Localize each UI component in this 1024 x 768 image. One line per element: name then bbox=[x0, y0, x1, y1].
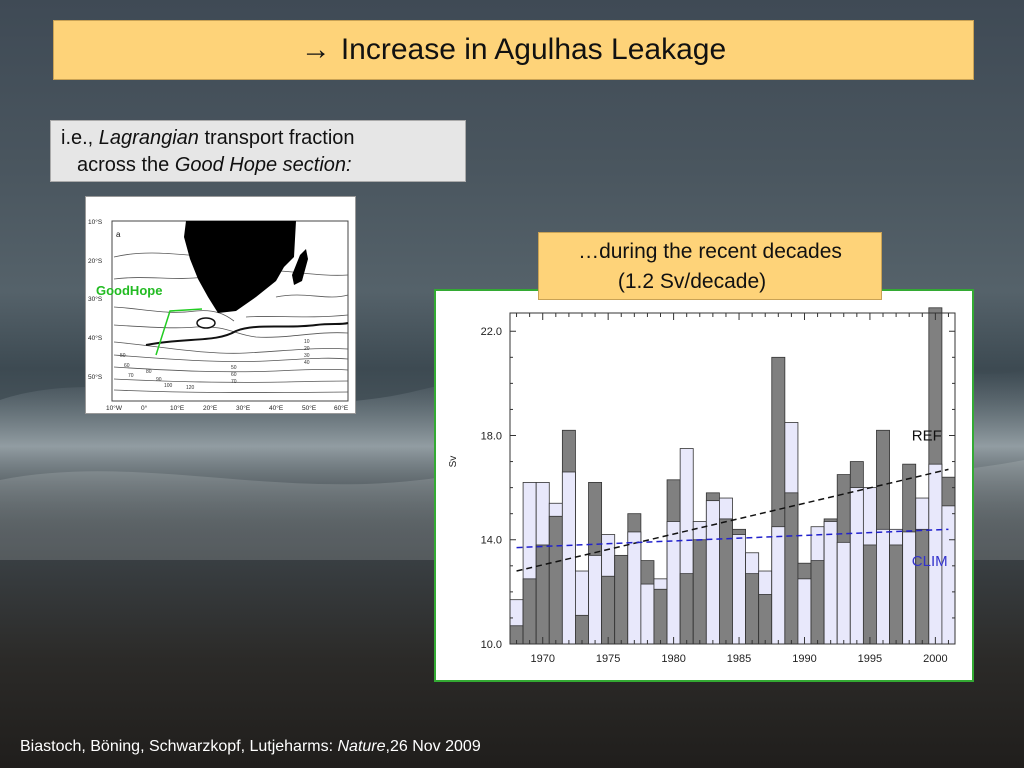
trend-line-clim bbox=[516, 528, 949, 549]
bar-ref bbox=[601, 575, 616, 645]
plot-frame bbox=[509, 312, 956, 645]
bar-ref bbox=[653, 588, 668, 645]
lon-label: 60°E bbox=[334, 404, 349, 412]
goodhope-label: GoodHope bbox=[96, 283, 162, 298]
legend-clim-label: CLIM bbox=[912, 553, 948, 570]
lat-label: 30°S bbox=[88, 295, 103, 303]
goodhope-section-line bbox=[155, 308, 203, 356]
contour-label: 100 bbox=[164, 383, 173, 389]
lat-label: 40°S bbox=[88, 334, 103, 342]
lon-label: 10°W bbox=[106, 404, 123, 412]
callout-line1: …during the recent decades bbox=[578, 240, 842, 263]
bar-ref bbox=[522, 578, 537, 645]
contour-label: 20 bbox=[304, 346, 310, 352]
bar-ref bbox=[575, 614, 589, 645]
citation-date: ,26 Nov 2009 bbox=[385, 738, 481, 755]
contour-label: 90 bbox=[156, 377, 162, 383]
contour-label: 50 bbox=[231, 365, 237, 371]
x-tick-label: 1980 bbox=[661, 653, 685, 665]
lon-label: 30°E bbox=[236, 404, 251, 412]
map-figure: 10°S 20°S 30°S 40°S 50°S 10°W 0° 10°E 20… bbox=[85, 196, 356, 414]
lat-label: 50°S bbox=[88, 373, 103, 381]
lon-label: 10°E bbox=[170, 404, 185, 412]
subtitle-italic-goodhope: Good Hope section: bbox=[174, 154, 352, 176]
bar-ref bbox=[889, 544, 904, 645]
bar-clim bbox=[666, 521, 681, 645]
bar-ref bbox=[535, 544, 550, 645]
citation-authors: Biastoch, Böning, Schwarzkopf, Lutjeharm… bbox=[20, 738, 338, 755]
y-axis-label: Sv bbox=[448, 456, 459, 468]
contour-label: 50 bbox=[120, 353, 126, 359]
trend-line-ref bbox=[516, 468, 949, 572]
lat-label: 20°S bbox=[88, 257, 103, 265]
subtitle-line2: across the Good Hope section: bbox=[61, 152, 455, 179]
bar-ref bbox=[784, 492, 799, 645]
bar-ref bbox=[692, 539, 707, 645]
contour-label: 60 bbox=[124, 363, 130, 369]
citation-footer: Biastoch, Böning, Schwarzkopf, Lutjeharm… bbox=[20, 738, 481, 756]
y-tick-label: 14.0 bbox=[481, 535, 502, 547]
lat-label: 10°S bbox=[88, 218, 103, 226]
legend-ref-label: REF bbox=[912, 428, 942, 445]
contour-label: 70 bbox=[231, 379, 237, 385]
contour-label: 120 bbox=[186, 385, 195, 391]
slide-title-bar: → Increase in Agulhas Leakage bbox=[53, 20, 974, 80]
contour-label: 10 bbox=[304, 339, 310, 345]
x-tick-label: 2000 bbox=[923, 653, 947, 665]
bar-ref bbox=[719, 518, 733, 645]
contour-label: 40 bbox=[304, 360, 310, 366]
map-svg: 10°S 20°S 30°S 40°S 50°S 10°W 0° 10°E 20… bbox=[88, 218, 349, 412]
bar-clim bbox=[732, 534, 746, 645]
lon-label: 20°E bbox=[203, 404, 218, 412]
bar-clim bbox=[823, 521, 838, 645]
x-tick-label: 1995 bbox=[858, 653, 882, 665]
bar-ref bbox=[862, 544, 877, 645]
bar-clim bbox=[836, 541, 851, 645]
bar-ref bbox=[915, 528, 930, 645]
bar-ref bbox=[548, 515, 563, 645]
bar-clim bbox=[627, 531, 642, 645]
contour-label: 80 bbox=[146, 369, 152, 375]
subtitle-mid: transport fraction bbox=[198, 127, 355, 149]
lon-label: 50°E bbox=[302, 404, 317, 412]
bar-clim bbox=[771, 526, 786, 645]
subtitle-italic-lagrangian: Lagrangian bbox=[98, 127, 199, 149]
bar-clim bbox=[640, 583, 655, 645]
y-tick-label: 22.0 bbox=[481, 326, 502, 338]
subtitle-line2-prefix: across the bbox=[77, 154, 175, 176]
bar-clim bbox=[902, 531, 917, 645]
contour-label: 70 bbox=[128, 373, 134, 379]
bar-clim bbox=[705, 500, 720, 645]
bar-clim bbox=[588, 554, 603, 645]
y-tick-label: 18.0 bbox=[481, 430, 502, 442]
bar-chart: 10.0 14.0 18.0 22.0 1970 1975 1980 1985 1990 1995… bbox=[448, 307, 956, 665]
subtitle-prefix: i.e., bbox=[61, 127, 99, 149]
contour-label: 30 bbox=[304, 353, 310, 359]
contour-label: 60 bbox=[231, 372, 237, 378]
citation-journal: Nature bbox=[337, 738, 386, 755]
x-tick-label: 1975 bbox=[596, 653, 620, 665]
slide-title: Increase in Agulhas Leakage bbox=[340, 33, 727, 66]
bar-clim bbox=[876, 528, 890, 645]
lon-label: 40°E bbox=[269, 404, 284, 412]
bar-ref bbox=[679, 573, 694, 645]
y-tick-label: 10.0 bbox=[481, 639, 502, 651]
callout-box: …during the recent decades (1.2 Sv/decad… bbox=[538, 232, 882, 300]
bar-clim bbox=[941, 505, 956, 645]
bar-clim bbox=[849, 487, 864, 645]
bar-ref bbox=[745, 573, 760, 645]
map-panel-label: a bbox=[116, 230, 121, 239]
chart-panel: 10.0 14.0 18.0 22.0 1970 1975 1980 1985 1990 1995… bbox=[434, 289, 974, 682]
bar-ref bbox=[614, 554, 629, 645]
bar-ref bbox=[810, 560, 825, 645]
subtitle-box: i.e., Lagrangian transport fraction acro… bbox=[50, 120, 466, 182]
arrow-right-icon: → bbox=[300, 33, 331, 66]
x-tick-label: 1985 bbox=[727, 653, 751, 665]
bar-clim bbox=[797, 578, 812, 645]
callout-line2: (1.2 Sv/decade) bbox=[617, 270, 767, 293]
bar-ref bbox=[758, 594, 773, 645]
lon-label: 0° bbox=[141, 404, 148, 412]
x-tick-label: 1970 bbox=[530, 653, 554, 665]
x-tick-label: 1990 bbox=[792, 653, 816, 665]
